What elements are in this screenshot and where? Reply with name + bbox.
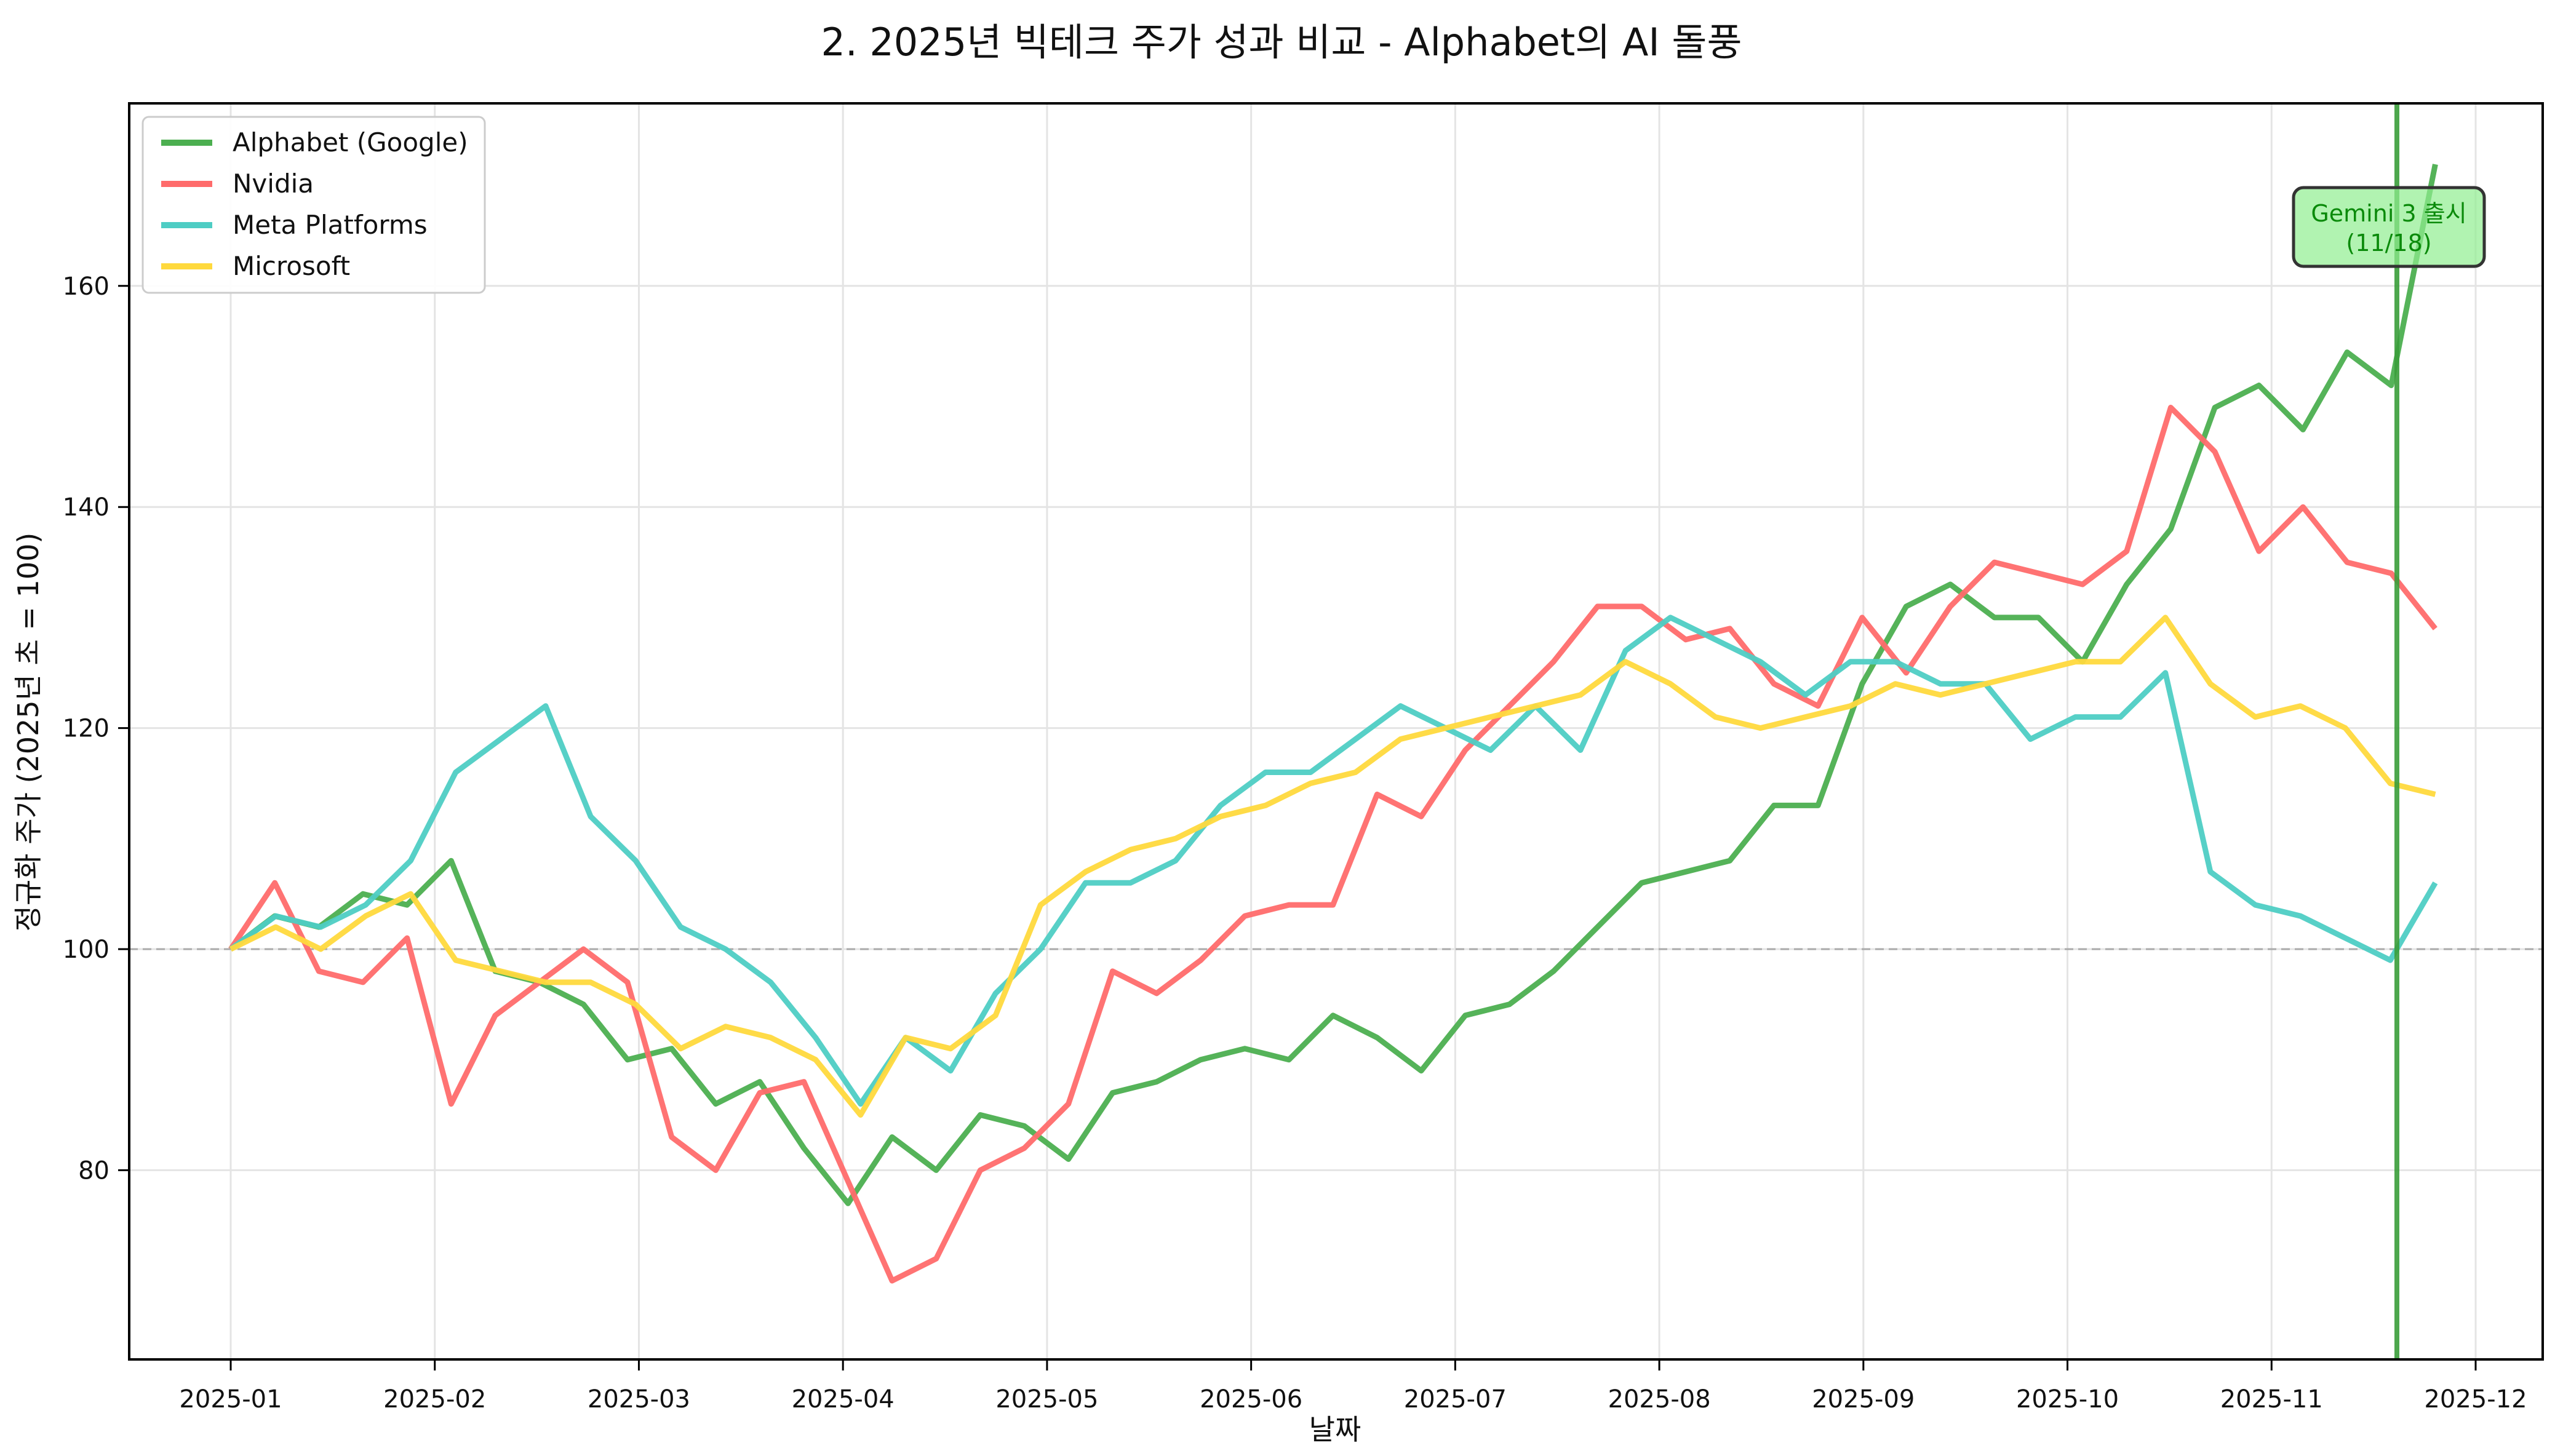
legend-box [142,116,486,294]
x-tick-label: 2025-06 [1200,1385,1302,1414]
x-tick-label: 2025-11 [2220,1385,2323,1414]
annotation-line2: (11/18) [2346,229,2431,257]
x-tick-label: 2025-04 [792,1385,895,1414]
y-axis: 80 100 120 140 160 [63,273,129,1185]
chart-title: 2. 2025년 빅테크 주가 성과 비교 - Alphabet의 AI 돌풍 [821,20,1742,65]
gemini-annotation: Gemini 3 출시 (11/18) [2292,186,2486,268]
series-line-nvidia [228,405,2437,1284]
annotation-box [2292,186,2486,268]
x-tick-label: 2025-03 [588,1385,690,1414]
x-tick-label: 2025-10 [2016,1385,2119,1414]
x-tick-label: 2025-08 [1608,1385,1711,1414]
y-tick-label: 140 [63,493,110,522]
y-tick-label: 80 [78,1156,110,1185]
x-tick-label: 2025-12 [2424,1385,2527,1414]
y-tick-label: 120 [63,715,110,743]
series-lines [228,164,2438,1284]
x-tick-label: 2025-02 [383,1385,486,1414]
y-axis-label: 정규화 주가 (2025년 초 = 100) [12,533,45,932]
annotation-line1: Gemini 3 출시 [2311,200,2466,227]
series-line-microsoft [229,615,2436,1118]
x-tick-label: 2025-07 [1404,1385,1507,1414]
legend-label-meta: Meta Platforms [233,210,428,240]
x-tick-label: 2025-01 [179,1385,282,1414]
plot-frame [128,102,2544,1361]
x-axis-label: 날짜 [1309,1413,1361,1446]
legend-label-nvidia: Nvidia [233,169,314,199]
series-line-alphabet [229,164,2438,1206]
legend-label-microsoft: Microsoft [233,251,350,281]
x-tick-label: 2025-09 [1812,1385,1915,1414]
x-axis: 2025-01 2025-02 2025-03 2025-04 2025-05 2025-… [179,1359,2527,1414]
x-tick-label: 2025-05 [995,1385,1098,1414]
legend-label-alphabet: Alphabet (Google) [233,127,468,157]
y-tick-label: 160 [63,273,110,301]
legend: Alphabet (Google) Nvidia Meta Platforms … [142,116,486,294]
series-line-meta [229,615,2438,1107]
y-tick-label: 100 [63,936,110,964]
